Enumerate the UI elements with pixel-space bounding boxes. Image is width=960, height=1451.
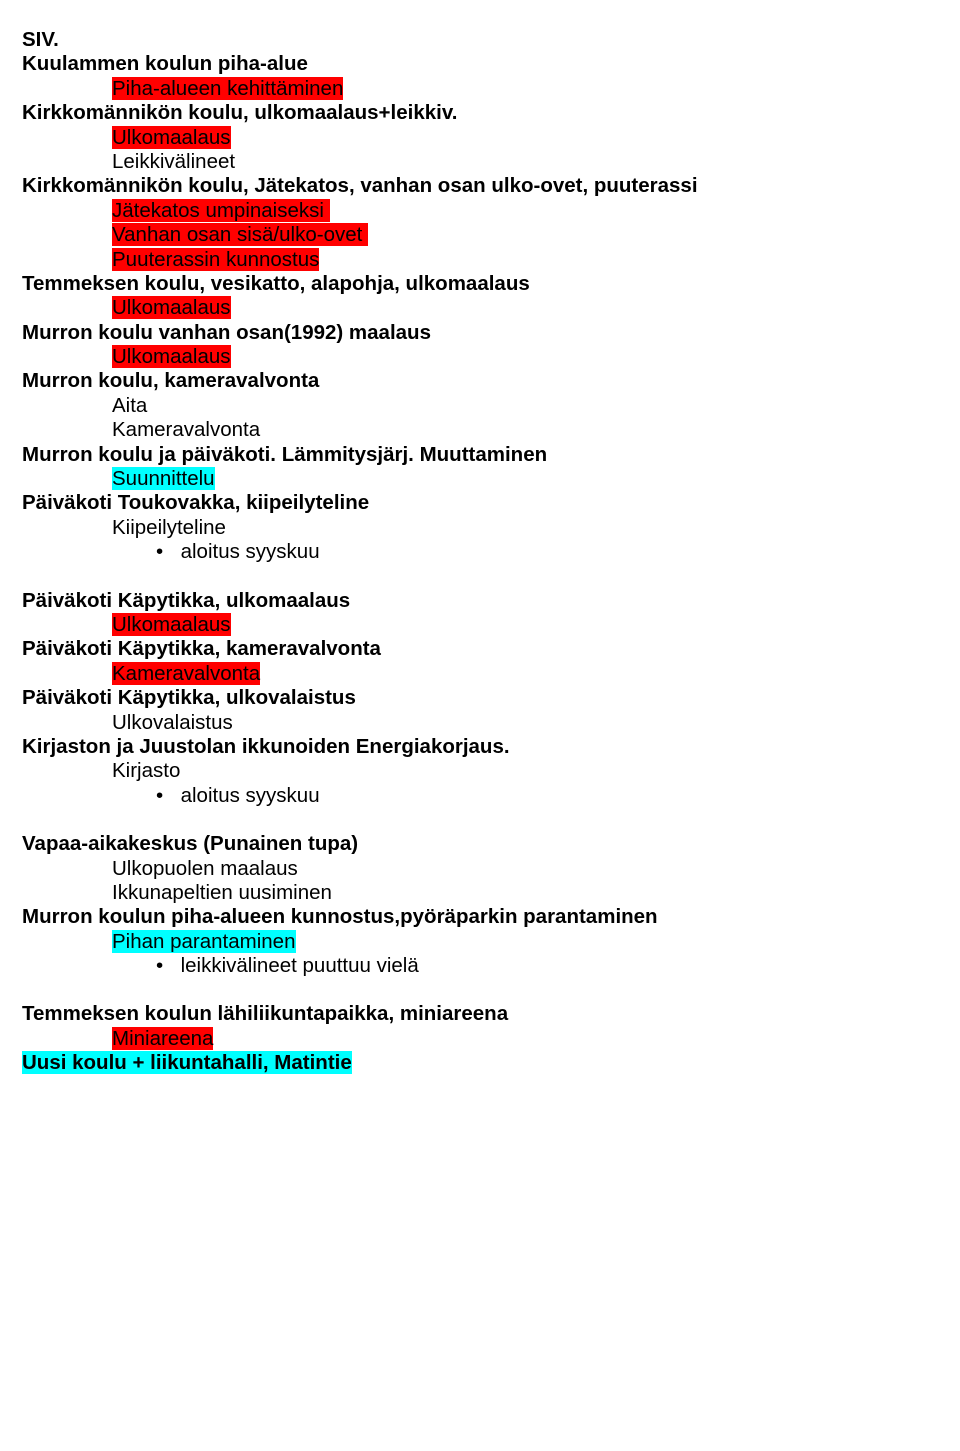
hl-text: Piha-alueen kehittäminen	[112, 77, 343, 100]
hl-text: Ulkomaalaus	[112, 296, 231, 319]
heading-kuulammen: Kuulammen koulun piha-alue	[22, 52, 942, 76]
item: Puuterassin kunnostus	[112, 248, 942, 272]
hl-text: Miniareena	[112, 1027, 213, 1050]
spacer	[22, 565, 942, 589]
item: Ikkunapeltien uusiminen	[112, 881, 942, 905]
heading-kapytikka-kameravalvonta: Päiväkoti Käpytikka, kameravalvonta	[22, 637, 942, 661]
heading-murron-vanha-maalaus: Murron koulu vanhan osan(1992) maalaus	[22, 321, 942, 345]
hl-text: Uusi koulu + liikuntahalli, Matintie	[22, 1051, 352, 1074]
item: Kameravalvonta	[112, 662, 942, 686]
item: Vanhan osan sisä/ulko-ovet	[112, 223, 942, 247]
item: Ulkopuolen maalaus	[112, 857, 942, 881]
bullet-text: aloitus syyskuu	[181, 540, 320, 563]
item: Kiipeilyteline	[112, 516, 942, 540]
hl-text: Pihan parantaminen	[112, 930, 296, 953]
hl-text: Vanhan osan sisä/ulko-ovet	[112, 223, 368, 246]
item: Ulkomaalaus	[112, 126, 942, 150]
heading-kapytikka-ulkovalaistus: Päiväkoti Käpytikka, ulkovalaistus	[22, 686, 942, 710]
hl-text: Puuterassin kunnostus	[112, 248, 319, 271]
hl-text: Kameravalvonta	[112, 662, 260, 685]
heading-murron-kameravalvonta: Murron koulu, kameravalvonta	[22, 369, 942, 393]
heading-toukovakka: Päiväkoti Toukovakka, kiipeilyteline	[22, 491, 942, 515]
item: Jätekatos umpinaiseksi	[112, 199, 942, 223]
item: Ulkomaalaus	[112, 296, 942, 320]
item: Kirjasto	[112, 759, 942, 783]
bullet-item: aloitus syyskuu	[156, 784, 942, 808]
bullet-item: leikkivälineet puuttuu vielä	[156, 954, 942, 978]
heading-murron-piha-kunnostus: Murron koulun piha-alueen kunnostus,pyör…	[22, 905, 942, 929]
item: Piha-alueen kehittäminen	[112, 77, 942, 101]
heading-murron-paivakoti-lammitys: Murron koulu ja päiväkoti. Lämmitysjärj.…	[22, 443, 942, 467]
bullet-text: leikkivälineet puuttuu vielä	[181, 954, 419, 977]
heading-kirkkomaennikoen-ulkomaalaus: Kirkkomännikön koulu, ulkomaalaus+leikki…	[22, 101, 942, 125]
item: Miniareena	[112, 1027, 942, 1051]
hl-text: Ulkomaalaus	[112, 126, 231, 149]
item: Ulkomaalaus	[112, 345, 942, 369]
hl-text: Jätekatos umpinaiseksi	[112, 199, 330, 222]
heading-vapaa-aikakeskus: Vapaa-aikakeskus (Punainen tupa)	[22, 832, 942, 856]
hl-text: Ulkomaalaus	[112, 345, 231, 368]
item: Kameravalvonta	[112, 418, 942, 442]
item: Suunnittelu	[112, 467, 942, 491]
bullet-item: aloitus syyskuu	[156, 540, 942, 564]
heading-temmeksen-vesikatto: Temmeksen koulu, vesikatto, alapohja, ul…	[22, 272, 942, 296]
spacer	[22, 808, 942, 832]
heading-temmeksen-lahiliikunta: Temmeksen koulun lähiliikuntapaikka, min…	[22, 1002, 942, 1026]
item: Aita	[112, 394, 942, 418]
hl-text: Suunnittelu	[112, 467, 215, 490]
item: Ulkovalaistus	[112, 711, 942, 735]
item: Ulkomaalaus	[112, 613, 942, 637]
heading-kirkkomaennikoen-jatekatos: Kirkkomännikön koulu, Jätekatos, vanhan …	[22, 174, 942, 198]
heading-kapytikka-ulkomaalaus: Päiväkoti Käpytikka, ulkomaalaus	[22, 589, 942, 613]
section-siv: SIV.	[22, 28, 942, 52]
bullet-text: aloitus syyskuu	[181, 784, 320, 807]
hl-text: Ulkomaalaus	[112, 613, 231, 636]
heading-uusi-koulu: Uusi koulu + liikuntahalli, Matintie	[22, 1051, 942, 1075]
item: Pihan parantaminen	[112, 930, 942, 954]
heading-kirjasto-juustola: Kirjaston ja Juustolan ikkunoiden Energi…	[22, 735, 942, 759]
spacer	[22, 978, 942, 1002]
item: Leikkivälineet	[112, 150, 942, 174]
